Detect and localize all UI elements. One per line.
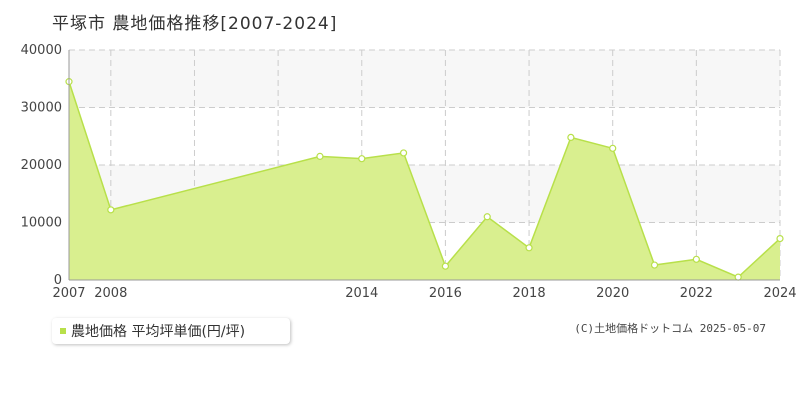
legend: 農地価格 平均坪単価(円/坪) — [52, 318, 290, 344]
data-point — [483, 213, 491, 221]
data-points — [65, 78, 784, 281]
grid-band — [69, 50, 780, 108]
y-tick-label: 30000 — [21, 101, 62, 116]
data-point — [441, 262, 450, 270]
x-tick-label: 2007 — [52, 286, 85, 301]
x-tick-label: 2024 — [763, 286, 796, 301]
copyright-text: (C)土地価格ドットコム 2025-05-07 — [574, 322, 766, 335]
data-point — [692, 255, 700, 263]
data-point — [567, 133, 575, 141]
data-point — [609, 144, 617, 152]
series-area — [68, 81, 781, 280]
x-tick-label: 2016 — [429, 286, 462, 301]
series-area-fill — [69, 81, 780, 280]
data-point — [358, 155, 366, 163]
data-point — [107, 206, 115, 214]
series-line — [68, 81, 781, 279]
x-tick-label: 2014 — [345, 286, 378, 301]
legend-label: 農地価格 平均坪単価(円/坪) — [71, 324, 246, 340]
y-tick-labels: 0 10000 20000 30000 40000 — [21, 43, 62, 288]
page-title: 平塚市 農地価格推移[2007-2024] — [52, 14, 338, 34]
y-tick-label: 10000 — [21, 216, 62, 231]
data-point — [525, 244, 533, 252]
data-point — [316, 152, 324, 160]
y-tick-label: 0 — [54, 273, 62, 288]
y-tick-label: 40000 — [21, 43, 62, 58]
data-point — [734, 273, 742, 281]
x-tick-label: 2022 — [680, 286, 713, 301]
data-point — [650, 261, 659, 269]
x-tick-label: 2020 — [596, 286, 629, 301]
legend-swatch — [60, 328, 66, 334]
x-tick-label: 2018 — [513, 286, 546, 301]
y-tick-label: 20000 — [21, 158, 62, 173]
x-tick-label: 2008 — [94, 286, 127, 301]
data-point — [399, 149, 408, 157]
axes — [68, 50, 780, 281]
x-tick-labels: 2007 2008 2014 2016 2018 2020 2022 2024 — [52, 286, 796, 301]
data-point — [776, 235, 784, 243]
